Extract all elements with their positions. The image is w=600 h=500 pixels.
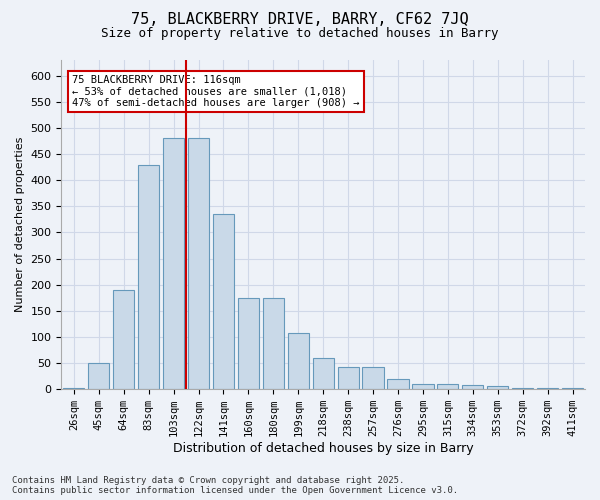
Bar: [287, 333, 309, 389]
Text: Size of property relative to detached houses in Barry: Size of property relative to detached ho…: [101, 28, 499, 40]
Bar: [63, 388, 85, 389]
Bar: [163, 138, 184, 389]
Bar: [188, 138, 209, 389]
Bar: [437, 384, 458, 389]
X-axis label: Distribution of detached houses by size in Barry: Distribution of detached houses by size …: [173, 442, 473, 455]
Bar: [338, 368, 359, 389]
Bar: [537, 388, 558, 389]
Bar: [313, 358, 334, 389]
Bar: [213, 214, 234, 389]
Bar: [512, 388, 533, 389]
Bar: [388, 379, 409, 389]
Bar: [362, 368, 383, 389]
Bar: [412, 384, 434, 389]
Bar: [562, 388, 583, 389]
Y-axis label: Number of detached properties: Number of detached properties: [15, 137, 25, 312]
Bar: [88, 363, 109, 389]
Text: 75, BLACKBERRY DRIVE, BARRY, CF62 7JQ: 75, BLACKBERRY DRIVE, BARRY, CF62 7JQ: [131, 12, 469, 28]
Bar: [263, 298, 284, 389]
Bar: [238, 298, 259, 389]
Bar: [138, 164, 159, 389]
Text: Contains HM Land Registry data © Crown copyright and database right 2025.
Contai: Contains HM Land Registry data © Crown c…: [12, 476, 458, 495]
Bar: [462, 385, 484, 389]
Text: 75 BLACKBERRY DRIVE: 116sqm
← 53% of detached houses are smaller (1,018)
47% of : 75 BLACKBERRY DRIVE: 116sqm ← 53% of det…: [72, 75, 359, 108]
Bar: [487, 386, 508, 389]
Bar: [113, 290, 134, 389]
